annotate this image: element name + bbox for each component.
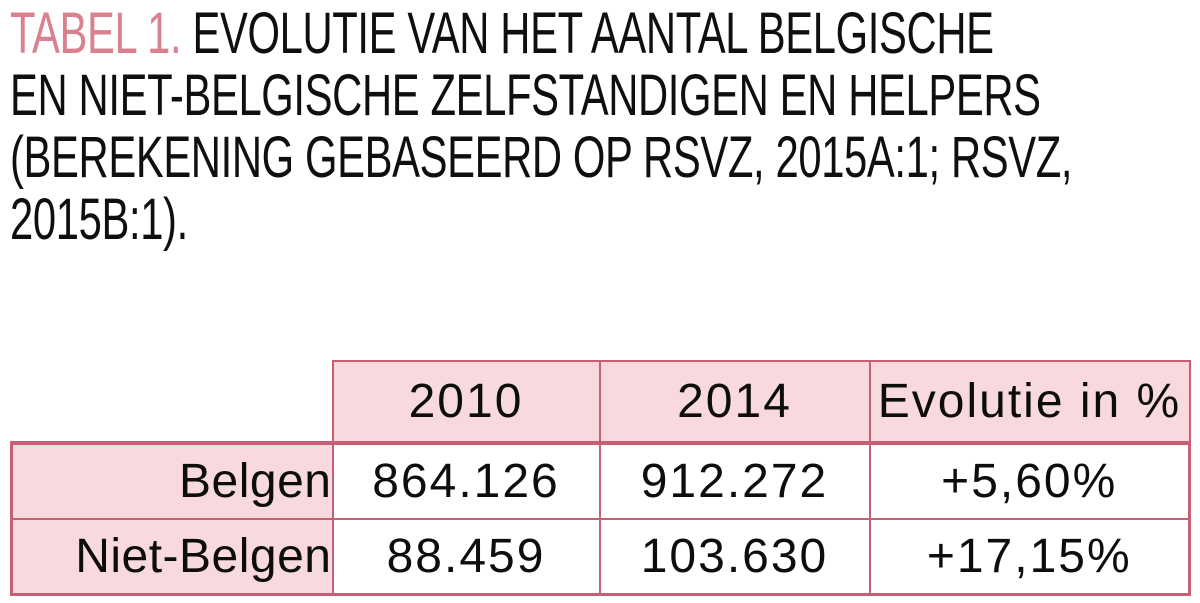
cell-belgen-2010: 864.126: [331, 441, 601, 520]
caption-table-number: TABEL 1.: [10, 1, 182, 66]
table-header-row: 2010 2014 Evolutie in %: [12, 360, 1191, 444]
cell-belgen-2014: 912.272: [598, 441, 871, 520]
table-row-belgen: Belgen 864.126 912.272 +5,60%: [10, 441, 1191, 520]
column-header-evolution: Evolutie in %: [868, 360, 1191, 444]
row-label-belgen: Belgen: [10, 441, 334, 520]
cell-niet-belgen-evolution: +17,15%: [868, 518, 1191, 596]
table-caption: TABEL 1. EVOLUTIE VAN HET AANTAL BELGISCH…: [10, 3, 1200, 251]
column-header-2014: 2014: [598, 360, 871, 444]
caption-line-1: TABEL 1. EVOLUTIE VAN HET AANTAL BELGISCH…: [10, 3, 1072, 65]
caption-line-4: 2015B:1).: [10, 187, 188, 252]
empty-corner-cell: [12, 361, 333, 443]
caption-line-1-text: EVOLUTIE VAN HET AANTAL BELGISCHE: [192, 1, 994, 66]
caption-line-3: (BEREKENING GEBASEERD OP RSVZ, 2015A:1; …: [10, 125, 1073, 190]
table-row-niet-belgen: Niet-Belgen 88.459 103.630 +17,15%: [10, 518, 1191, 596]
row-label-niet-belgen: Niet-Belgen: [10, 518, 334, 596]
caption-line-2: EN NIET-BELGISCHE ZELFSTANDIGEN EN HELPE…: [10, 63, 1041, 128]
data-table: 2010 2014 Evolutie in % Belgen 864.126 9…: [10, 360, 1191, 596]
column-header-2010: 2010: [331, 360, 601, 444]
cell-belgen-evolution: +5,60%: [868, 441, 1191, 520]
cell-niet-belgen-2014: 103.630: [598, 518, 871, 596]
cell-niet-belgen-2010: 88.459: [331, 518, 601, 596]
